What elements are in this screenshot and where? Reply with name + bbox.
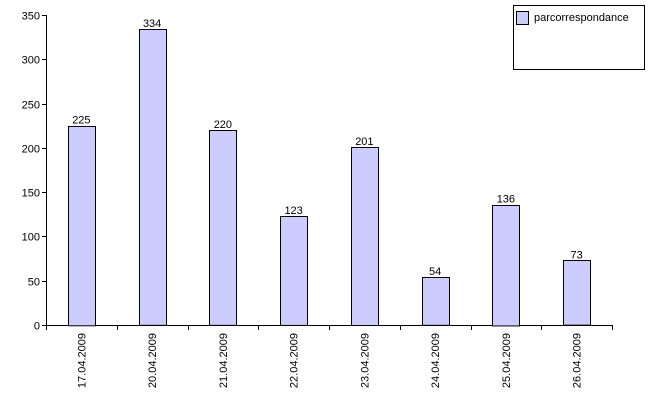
legend-label: parcorrespondance xyxy=(534,12,629,24)
y-tick-label: 100 xyxy=(22,232,40,244)
data-label: 220 xyxy=(214,119,232,131)
data-label: 54 xyxy=(429,266,441,278)
data-label: 225 xyxy=(72,115,90,127)
legend-box xyxy=(513,5,645,70)
x-tick-label: 24.04.2009 xyxy=(430,333,442,388)
bar xyxy=(351,147,379,327)
legend-swatch xyxy=(516,11,529,25)
x-tick-label: 21.04.2009 xyxy=(218,333,230,388)
bar xyxy=(280,216,308,326)
y-tick-label: 350 xyxy=(22,11,40,23)
data-label: 201 xyxy=(355,136,373,148)
y-tick-label: 300 xyxy=(22,55,40,67)
data-label: 334 xyxy=(143,18,161,30)
x-tick-label: 25.04.2009 xyxy=(501,333,513,388)
x-tick-label: 23.04.2009 xyxy=(359,333,371,388)
bar xyxy=(68,126,96,327)
x-tick-label: 22.04.2009 xyxy=(289,333,301,388)
x-tick-label: 26.04.2009 xyxy=(572,333,584,388)
data-label: 136 xyxy=(497,194,515,206)
bar xyxy=(139,29,167,326)
data-label: 123 xyxy=(284,205,302,217)
y-tick-label: 250 xyxy=(22,100,40,112)
y-tick-label: 200 xyxy=(22,144,40,156)
x-tick-label: 20.04.2009 xyxy=(147,333,159,388)
y-tick-label: 0 xyxy=(34,321,40,333)
bar xyxy=(209,130,237,326)
y-tick-label: 150 xyxy=(22,188,40,200)
x-tick-label: 17.04.2009 xyxy=(76,333,88,388)
bar xyxy=(563,260,591,326)
y-tick-label: 50 xyxy=(28,277,40,289)
bar xyxy=(422,277,450,326)
legend: parcorrespondance xyxy=(513,5,645,70)
bar xyxy=(492,205,520,327)
data-label: 73 xyxy=(571,249,583,261)
